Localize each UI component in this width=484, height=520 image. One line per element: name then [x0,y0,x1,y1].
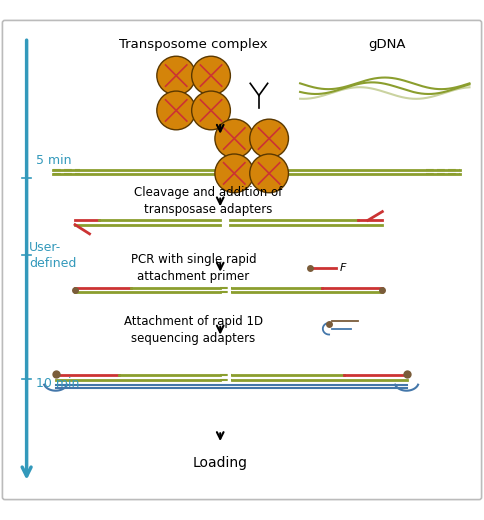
Circle shape [157,56,196,95]
Text: gDNA: gDNA [368,38,406,51]
Circle shape [250,119,288,158]
Circle shape [192,91,230,130]
Text: 10 min: 10 min [36,377,80,390]
FancyBboxPatch shape [2,20,482,500]
Text: Loading: Loading [193,456,248,470]
Text: Cleavage and addition of
transposase adapters: Cleavage and addition of transposase ada… [134,186,282,216]
Text: Transposome complex: Transposome complex [119,38,268,51]
Text: PCR with single rapid
attachment primer: PCR with single rapid attachment primer [131,253,257,283]
Text: F: F [340,263,346,273]
Circle shape [215,154,254,193]
Text: 5 min: 5 min [36,154,72,167]
Circle shape [250,154,288,193]
Circle shape [192,56,230,95]
Circle shape [157,91,196,130]
Text: Attachment of rapid 1D
sequencing adapters: Attachment of rapid 1D sequencing adapte… [124,315,263,345]
Circle shape [215,119,254,158]
Text: User-
defined: User- defined [29,241,76,270]
